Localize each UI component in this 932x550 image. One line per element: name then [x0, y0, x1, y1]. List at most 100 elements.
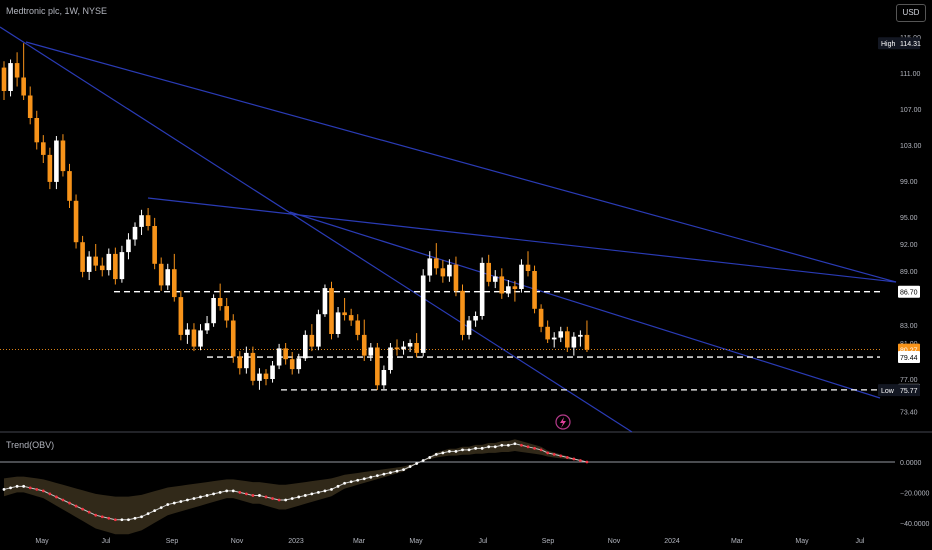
candle-body	[473, 316, 478, 321]
obv-point	[526, 445, 530, 449]
obv-point	[159, 506, 163, 509]
candle-body	[250, 352, 256, 381]
trendline-2	[25, 41, 897, 283]
obv-point	[310, 492, 314, 496]
obv-point	[539, 448, 543, 452]
candle-body	[198, 330, 203, 347]
currency-button[interactable]: USD	[896, 4, 926, 22]
candle-body	[571, 336, 577, 348]
obv-point	[461, 448, 464, 452]
y-tick-label: 107.00	[900, 107, 922, 114]
trendline-4	[289, 211, 881, 399]
obv-band	[4, 439, 587, 535]
candle-body	[335, 312, 341, 334]
obv-point	[454, 449, 458, 453]
candle-body	[132, 226, 138, 240]
trendline-3	[147, 197, 897, 283]
obv-point	[343, 481, 346, 485]
obv-point	[87, 510, 91, 514]
obv-point	[395, 469, 399, 473]
candle-body	[545, 326, 550, 340]
candle-body	[99, 265, 105, 271]
candle-body	[178, 297, 184, 335]
candle-body	[158, 263, 164, 286]
obv-point	[448, 449, 451, 453]
candle-body	[67, 171, 72, 201]
price-label-box	[878, 384, 920, 397]
candle-body	[145, 215, 151, 226]
candle-body	[211, 298, 216, 324]
obv-point	[68, 501, 71, 505]
candle-body	[414, 343, 419, 353]
candle-body	[447, 264, 452, 277]
obv-point	[41, 489, 45, 493]
candle-body	[368, 347, 374, 356]
candle-body	[191, 329, 197, 347]
candle-body	[237, 356, 243, 369]
candle-body	[512, 286, 518, 289]
candle-body	[434, 258, 439, 269]
y-tick-label: 83.00	[900, 323, 918, 330]
candle-body	[27, 95, 33, 118]
obv-point	[244, 492, 248, 496]
obv-point	[225, 489, 229, 493]
candle-body	[244, 352, 249, 369]
obv-point	[421, 459, 425, 462]
candle-body	[407, 343, 413, 347]
y-tick-label: 77.00	[900, 377, 918, 384]
obv-point	[22, 484, 26, 488]
candle-body	[93, 256, 98, 266]
obv-point	[35, 487, 39, 491]
obv-point	[55, 495, 58, 499]
obv-point	[323, 489, 327, 493]
obv-point	[15, 484, 19, 488]
candle-body	[329, 288, 334, 334]
obv-point	[199, 495, 202, 499]
obv-point	[585, 460, 589, 464]
price-label-value: 114.31	[900, 41, 921, 48]
indicator-label: Trend(OBV)	[6, 440, 55, 450]
obv-point	[428, 456, 432, 459]
obv-point	[2, 487, 6, 491]
y-tick-label: 95.00	[900, 215, 918, 222]
obv-point	[389, 471, 392, 475]
obv-point	[113, 518, 117, 522]
candle-body	[152, 226, 157, 264]
candle-body	[388, 347, 393, 370]
obv-point	[402, 468, 405, 471]
lightning-icon-bolt	[560, 417, 566, 428]
obv-point	[317, 491, 320, 494]
candle-body	[519, 264, 524, 289]
obv-point	[572, 457, 576, 461]
candle-body	[401, 346, 406, 350]
obv-point	[480, 446, 484, 450]
candle-body	[532, 271, 537, 309]
obv-point	[264, 495, 268, 499]
candle-body	[106, 253, 112, 271]
candle-body	[60, 140, 66, 172]
candle-body	[322, 288, 328, 315]
candle-body	[126, 239, 131, 253]
x-tick-label: May	[409, 538, 423, 545]
obv-y-tick: 0.0000	[900, 460, 922, 467]
price-label-tag: High	[881, 41, 896, 48]
obv-point	[303, 494, 307, 497]
y-tick-label: 73.40	[900, 409, 918, 416]
y-tick-label: 92.00	[900, 242, 918, 249]
obv-point	[212, 492, 216, 496]
y-tick-label: 99.00	[900, 179, 918, 186]
obv-point	[284, 498, 288, 502]
candle-body	[296, 358, 302, 370]
trendline-1	[0, 26, 633, 433]
lightning-icon	[555, 414, 571, 430]
x-tick-label: Jul	[479, 538, 488, 545]
candle-body	[499, 276, 505, 294]
candle-body	[185, 329, 190, 335]
candle-body	[224, 306, 229, 321]
obv-point	[415, 462, 419, 465]
obv-point	[277, 498, 281, 502]
candle-body	[47, 154, 53, 182]
candle-body	[289, 359, 295, 370]
